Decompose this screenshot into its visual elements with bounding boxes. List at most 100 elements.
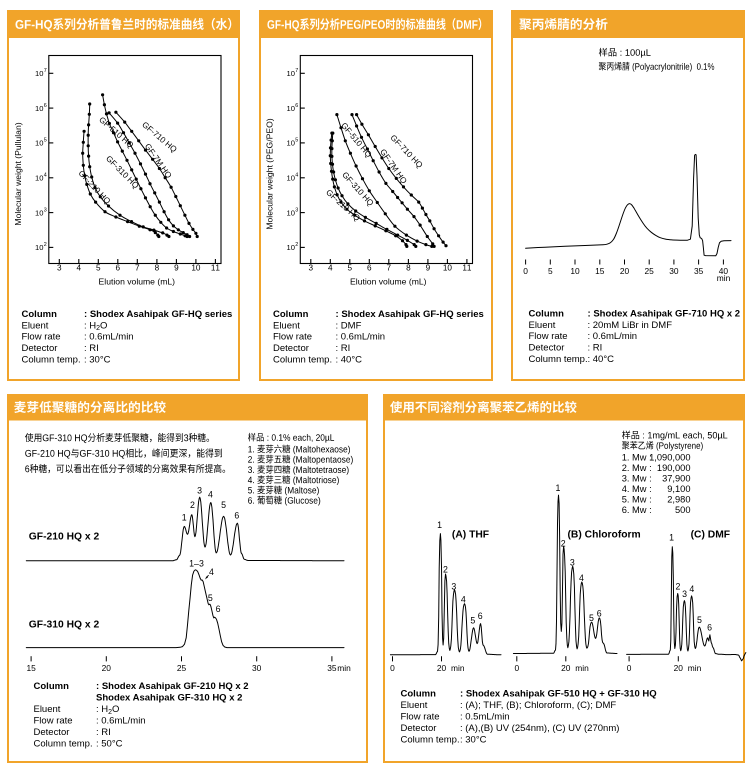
svg-text:2. Mw :: 2. Mw : — [622, 463, 652, 473]
svg-text:3: 3 — [295, 207, 298, 213]
svg-text:Detector: Detector — [401, 723, 437, 734]
svg-text:Eluent: Eluent — [34, 704, 61, 715]
svg-text:Eluent: Eluent — [273, 320, 300, 331]
svg-text:Column: Column — [273, 309, 309, 320]
svg-text:Column: Column — [401, 688, 437, 699]
svg-text:6: 6 — [234, 510, 239, 520]
svg-text:3: 3 — [570, 557, 575, 567]
svg-text:500: 500 — [675, 505, 691, 515]
svg-text:Flow rate: Flow rate — [529, 331, 568, 342]
svg-text:4: 4 — [461, 595, 466, 605]
svg-text:10: 10 — [35, 104, 44, 113]
svg-text:: 30°C: : 30°C — [460, 735, 487, 746]
svg-text:Eluent: Eluent — [401, 700, 428, 711]
svg-text:: Shodex Asahipak GF-510 HQ +: : Shodex Asahipak GF-510 HQ + GF-310 HQ — [460, 688, 657, 699]
svg-text:Flow rate: Flow rate — [34, 716, 73, 727]
svg-text:: Shodex Asahipak GF-HQ series: : Shodex Asahipak GF-HQ series — [336, 309, 484, 320]
svg-text:min: min — [688, 663, 702, 673]
svg-text:1. Mw :: 1. Mw : — [622, 452, 652, 462]
svg-text:15: 15 — [595, 266, 605, 276]
svg-text:: Shodex Asahipak GF-HQ series: : Shodex Asahipak GF-HQ series — [84, 309, 232, 320]
svg-text:3: 3 — [57, 263, 62, 272]
svg-text:10: 10 — [287, 174, 296, 183]
svg-text:: 30°C: : 30°C — [84, 354, 111, 365]
svg-text:6: 6 — [707, 623, 712, 633]
svg-text:4: 4 — [295, 173, 298, 179]
svg-text:25: 25 — [645, 266, 655, 276]
svg-text:: H2O: : H2O — [84, 320, 107, 332]
svg-text:4: 4 — [208, 490, 213, 500]
svg-text:4: 4 — [579, 573, 584, 583]
svg-text:5: 5 — [697, 615, 702, 625]
svg-text:4: 4 — [689, 584, 694, 594]
svg-text:Flow rate: Flow rate — [273, 332, 312, 343]
svg-text:Column temp.: Column temp. — [401, 735, 460, 746]
svg-text:10: 10 — [35, 174, 44, 183]
svg-text:10: 10 — [287, 104, 296, 113]
svg-text:2: 2 — [190, 500, 195, 510]
svg-text:20: 20 — [674, 663, 684, 673]
svg-text:4: 4 — [328, 263, 333, 272]
svg-text:9: 9 — [174, 263, 179, 272]
svg-text:6: 6 — [44, 103, 47, 109]
svg-text:3: 3 — [682, 589, 687, 599]
svg-text:9,100: 9,100 — [667, 484, 690, 494]
svg-text:10: 10 — [287, 243, 296, 252]
svg-text:10: 10 — [35, 69, 44, 78]
svg-text:: 0.6mL/min: : 0.6mL/min — [96, 716, 146, 727]
svg-text:Column temp.: Column temp. — [22, 354, 81, 365]
svg-text:Detector: Detector — [22, 343, 58, 354]
svg-text:(A) THF: (A) THF — [452, 530, 489, 541]
svg-text:10: 10 — [443, 263, 453, 272]
svg-text:10: 10 — [570, 266, 580, 276]
svg-text:min: min — [451, 663, 465, 673]
svg-text:: 0.5mL/min: : 0.5mL/min — [460, 712, 510, 723]
svg-text:10: 10 — [287, 139, 296, 148]
svg-text:min: min — [575, 663, 589, 673]
svg-text:4: 4 — [44, 173, 47, 179]
svg-text:10: 10 — [35, 243, 44, 252]
svg-text:5: 5 — [589, 613, 594, 623]
svg-text:10: 10 — [35, 139, 44, 148]
svg-text:7: 7 — [295, 68, 298, 74]
svg-text:35: 35 — [694, 266, 704, 276]
svg-text:: 40°C: : 40°C — [336, 354, 363, 365]
svg-text:10: 10 — [191, 263, 201, 272]
svg-text:Column temp.: Column temp. — [529, 354, 588, 365]
svg-text:30: 30 — [252, 663, 262, 673]
svg-text:6: 6 — [216, 604, 221, 614]
svg-text:(C) DMF: (C) DMF — [691, 530, 731, 541]
svg-text:Flow rate: Flow rate — [22, 332, 61, 343]
svg-text:: 0.6mL/min: : 0.6mL/min — [336, 332, 386, 343]
svg-text:Molecular weight (PEG/PEO): Molecular weight (PEG/PEO) — [265, 118, 275, 229]
svg-text:6. Mw :: 6. Mw : — [622, 505, 652, 515]
svg-text:4: 4 — [77, 263, 82, 272]
svg-text:: RI: : RI — [96, 727, 111, 738]
svg-text:: 0.6mL/min: : 0.6mL/min — [588, 331, 638, 342]
svg-text:: H2O: : H2O — [96, 704, 119, 716]
svg-text:3: 3 — [309, 263, 314, 272]
svg-text:5: 5 — [548, 266, 553, 276]
svg-text:0: 0 — [627, 663, 632, 673]
svg-text:5: 5 — [348, 263, 353, 272]
svg-text:3: 3 — [451, 581, 456, 591]
svg-text:40: 40 — [719, 266, 729, 276]
svg-text:4. Mw :: 4. Mw : — [622, 484, 652, 494]
svg-text:2: 2 — [295, 242, 298, 248]
svg-text:Flow rate: Flow rate — [401, 712, 440, 723]
svg-text:5. Mw :: 5. Mw : — [622, 495, 652, 505]
svg-text:min: min — [337, 663, 351, 673]
svg-text:min: min — [717, 273, 731, 283]
svg-text:1: 1 — [182, 513, 187, 523]
svg-text:GF-310 HQ x 2: GF-310 HQ x 2 — [29, 619, 100, 630]
svg-text:Column temp.: Column temp. — [34, 739, 93, 750]
svg-text:Molecular weight (Pullulan): Molecular weight (Pullulan) — [13, 122, 23, 225]
svg-text:4: 4 — [209, 567, 214, 577]
svg-text:: DMF: : DMF — [336, 320, 362, 331]
svg-text:1–3: 1–3 — [189, 558, 204, 568]
svg-text:5: 5 — [208, 593, 213, 603]
svg-text:6: 6 — [295, 103, 298, 109]
svg-text:: 50°C: : 50°C — [96, 739, 123, 750]
svg-text:Column: Column — [34, 681, 70, 692]
svg-text:GF-210 HQ x 2: GF-210 HQ x 2 — [29, 532, 100, 543]
